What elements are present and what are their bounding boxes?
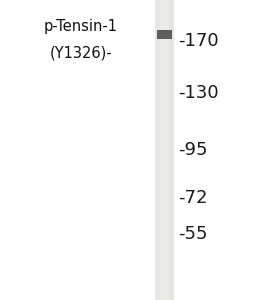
- Text: (Y1326)-: (Y1326)-: [50, 45, 112, 60]
- Bar: [160, 0, 170, 300]
- Text: -72: -72: [178, 189, 208, 207]
- Text: -130: -130: [178, 84, 219, 102]
- Text: -55: -55: [178, 225, 208, 243]
- Bar: [155, 0, 174, 300]
- Text: -95: -95: [178, 141, 208, 159]
- Bar: [157, 30, 172, 39]
- Text: p-Tensin-1: p-Tensin-1: [44, 20, 118, 34]
- Text: -170: -170: [178, 32, 219, 50]
